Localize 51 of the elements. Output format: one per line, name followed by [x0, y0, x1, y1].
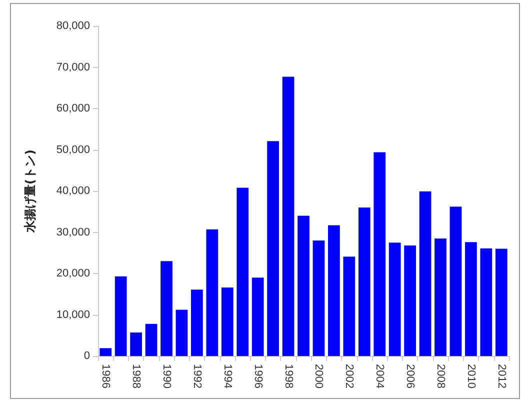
bar — [388, 242, 401, 356]
y-tick-label: 30,000 — [56, 226, 90, 238]
bar — [282, 76, 294, 356]
bar — [145, 324, 158, 356]
y-tick-label: 20,000 — [56, 268, 90, 280]
bar — [312, 240, 325, 356]
bar — [160, 261, 172, 356]
bar — [298, 216, 310, 356]
y-tick-label: 80,000 — [56, 20, 90, 32]
bar — [100, 348, 112, 356]
bar — [434, 238, 446, 356]
bar — [252, 278, 264, 356]
x-tick-label: 1992 — [190, 364, 203, 388]
x-tick-label: 1986 — [100, 364, 112, 388]
x-tick-label: 1998 — [282, 364, 294, 388]
bar — [328, 225, 340, 356]
x-tick-label: 2012 — [495, 364, 508, 388]
x-tick-label: 1988 — [130, 364, 142, 388]
y-tick-label: 10,000 — [56, 308, 90, 321]
bar — [495, 248, 508, 356]
x-tick-label: 2006 — [404, 364, 416, 388]
bar — [206, 229, 218, 356]
y-tick-label: 0 — [84, 350, 90, 362]
x-tick-label: 1996 — [252, 364, 264, 388]
bar — [267, 141, 279, 356]
bar — [114, 276, 127, 356]
y-tick-label: 40,000 — [56, 185, 90, 197]
bar — [130, 332, 142, 356]
bar — [221, 288, 234, 356]
x-tick-label: 2004 — [374, 364, 386, 388]
y-tick-label: 50,000 — [56, 144, 90, 156]
x-tick-label: 2000 — [312, 364, 325, 388]
x-tick-label: 1990 — [160, 364, 172, 388]
y-axis-title: 水揚げ量(トン) — [23, 150, 37, 234]
bar — [465, 242, 477, 356]
y-tick-label: 70,000 — [56, 61, 90, 74]
x-tick-label: 2002 — [343, 364, 356, 388]
x-tick-label: 1994 — [221, 364, 234, 388]
bar — [480, 248, 492, 356]
x-tick-label: 2010 — [464, 364, 477, 388]
bar — [191, 290, 203, 356]
bar — [374, 152, 386, 356]
y-tick-label: 60,000 — [56, 102, 90, 114]
bar — [343, 256, 356, 356]
bar — [404, 245, 416, 356]
bar — [176, 310, 188, 356]
bar — [419, 191, 432, 356]
bar — [358, 208, 370, 356]
bar — [236, 188, 249, 356]
bar — [450, 206, 462, 356]
x-tick-label: 2008 — [434, 364, 446, 388]
